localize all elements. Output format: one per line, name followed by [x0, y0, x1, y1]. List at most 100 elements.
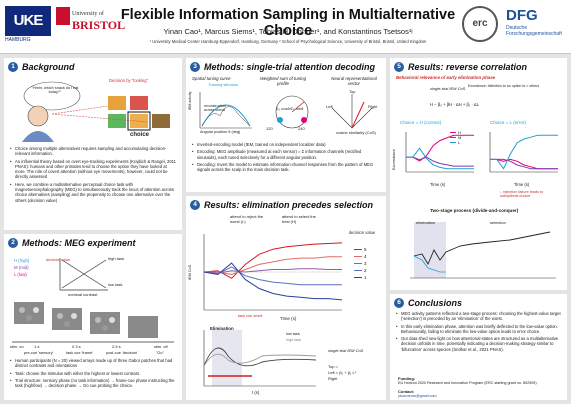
- decision-looking-label: Decision by "looking": [109, 78, 149, 83]
- go-label: "Go": [156, 350, 164, 355]
- selection-trajectory: [413, 231, 551, 265]
- phase-pre-cue: pre-cue 'sensory': [24, 350, 54, 355]
- spatial-tuning-label: Spatial tuning curve: [192, 76, 231, 81]
- section-number: 5: [394, 62, 404, 72]
- choice-l-title: Choice = L (error): [490, 120, 526, 125]
- legend-item-2: 2: [354, 267, 367, 274]
- right-label: Right: [368, 104, 378, 109]
- series-line-L: [490, 134, 558, 170]
- legend-label: 5: [364, 247, 367, 252]
- series-line-1: [203, 262, 343, 301]
- duration-task-cue: 0.3 s: [72, 344, 81, 349]
- neural-vector-arrow: [351, 101, 365, 129]
- poster-authors: Yinan Cao¹, Marcus Siems¹, Tobias H. Don…: [163, 27, 413, 36]
- methods-meg-text: Human participants (N = 20) viewed array…: [10, 358, 178, 390]
- attend-select-label: attend to select the best (H): [282, 214, 316, 224]
- formula-line1: Top =: [328, 364, 338, 369]
- section-title: Results: reverse correlation: [408, 62, 528, 72]
- poster-header: UKE HAMBURG University of BRISTOL Flexib…: [0, 0, 571, 54]
- section-methods-decoding: 3 Methods: single-trial attention decodi…: [186, 58, 386, 192]
- bristol-crest-icon: [56, 7, 70, 25]
- decision-value-label: decision value: [46, 258, 71, 262]
- legend-label: M: [458, 135, 462, 140]
- series-line-M: [406, 156, 474, 167]
- weighted-sum-circle: [275, 95, 309, 129]
- uke-logo-subtitle: HAMBURG: [5, 37, 31, 43]
- section-methods-decoding-header: 3 Methods: single-trial attention decodi…: [190, 62, 375, 72]
- dfg-logo-subtitle: Deutsche Forschungsgemeinschaft: [506, 25, 562, 37]
- section-background: 1 Background "Hmm, which snack do I eat …: [4, 58, 182, 230]
- methods-meg-bullet: Trial structure: sensory phase (no task …: [10, 378, 178, 389]
- duration-pre-cue: 1 s: [34, 344, 40, 349]
- exceedance-error-chart: [489, 132, 558, 173]
- meg-task-diagram: [12, 258, 174, 343]
- section-reverse-correlation-header: 5 Results: reverse correlation: [394, 62, 527, 72]
- task-cue-onset-label: task cue onset: [238, 314, 263, 318]
- elimination-label: Elimination: [210, 326, 234, 331]
- funding-text: EU Horizon 2020 Research and Innovation …: [398, 381, 537, 385]
- gabor-patch-icon: [109, 317, 115, 323]
- contact-email[interactable]: yicaoneuro@gmail.com: [398, 394, 437, 398]
- legend-item-3: 3: [354, 260, 367, 267]
- legend-label: L: [458, 140, 461, 145]
- decoding-bullet: Encoding: MEG amplitude (measured at eac…: [192, 149, 382, 160]
- elimination-region: [414, 222, 446, 278]
- snack-item-icon: [108, 96, 126, 110]
- poster-affiliations: ¹ University Medical Center Hamburg-Eppe…: [149, 39, 427, 44]
- stim-off-label: stim. off: [154, 344, 168, 349]
- choice-h-title: Choice = H (correct): [400, 120, 442, 125]
- dv-chart-y-label: IEM CoS: [188, 264, 192, 280]
- elimination-subplot: [203, 330, 317, 387]
- attend-reject-label: attend to reject the worst (L): [230, 214, 264, 224]
- legend-label: 2: [364, 268, 367, 273]
- series-line-L: [406, 147, 474, 170]
- vector-arrow: [291, 101, 305, 113]
- series-line-H: [406, 134, 474, 162]
- decoding-bullet: Decoding: Invert the model to estimate i…: [192, 162, 382, 173]
- section-title: Methods: single-trial attention decoding: [204, 62, 375, 72]
- background-illustration: [22, 81, 170, 142]
- cos-formula: Σ₀ cosθ/Σ₀ sinθ: [276, 106, 304, 111]
- low-task-legend: low task: [286, 332, 300, 336]
- exceedance-x-label-l: Time (s): [514, 182, 530, 187]
- decision-value-legend: 5 4 3 2 1: [354, 246, 367, 281]
- person-head-icon: [27, 105, 49, 127]
- low-task-curve: [203, 347, 317, 367]
- legend-label: 4: [364, 254, 367, 259]
- section-number: 1: [8, 62, 18, 72]
- conclusions-bullet: Our data shed new light on how attention…: [396, 336, 562, 352]
- legend-swatch: [354, 276, 362, 279]
- conclusions-bullet: MEG activity patterns reflected a two-st…: [396, 311, 562, 322]
- gabor-patch-icon: [57, 313, 63, 319]
- vector-right-axis: [351, 107, 373, 129]
- top-label: Top: [349, 89, 356, 94]
- duration-post-cue: 2.5 s: [112, 344, 121, 349]
- iem-activity-label: IEM activity: [188, 91, 192, 110]
- gabor-patch-icon: [71, 313, 77, 319]
- legend-swatch: [354, 255, 362, 258]
- legend-item-M: M: [450, 135, 461, 140]
- stimulus-frame: [128, 316, 158, 338]
- conclusions-text: MEG activity patterns reflected a two-st…: [396, 311, 562, 354]
- section-conclusions: 6 Conclusions MEG activity patterns refl…: [390, 294, 567, 400]
- series-line-5: [203, 242, 343, 279]
- elimination-stage-label: elimination: [416, 220, 436, 225]
- legend-label: H: [458, 130, 461, 135]
- phase-task-cue: task cue 'frame': [66, 350, 94, 355]
- section-title: Background: [22, 62, 75, 72]
- background-bullet: Here, we combine a multialternative perc…: [10, 182, 178, 203]
- single-trial-cos-label: single-trial IEM CoS: [328, 348, 364, 353]
- legend-label: 1: [364, 275, 367, 280]
- snack-item-icon: [152, 114, 170, 128]
- decoding-diagram: [199, 92, 373, 129]
- legend-mid: M (mid): [14, 265, 29, 270]
- legend-low: L (low): [14, 272, 27, 277]
- section-results-reverse-correlation: 5 Results: reverse correlation Behaviora…: [390, 58, 567, 290]
- phase-post-cue: post-cue 'decision': [106, 350, 138, 355]
- training-stimulus-label: Training stimulus: [208, 82, 239, 87]
- angle-240-label: 240: [298, 126, 305, 131]
- erc-logo: erc: [462, 6, 498, 42]
- conclusions-bullet: In this early elimination phase, attenti…: [396, 324, 562, 335]
- snack-item-icon: [130, 96, 148, 110]
- decoding-bullet: Inverted-encoding model (IEM, trained on…: [192, 142, 382, 148]
